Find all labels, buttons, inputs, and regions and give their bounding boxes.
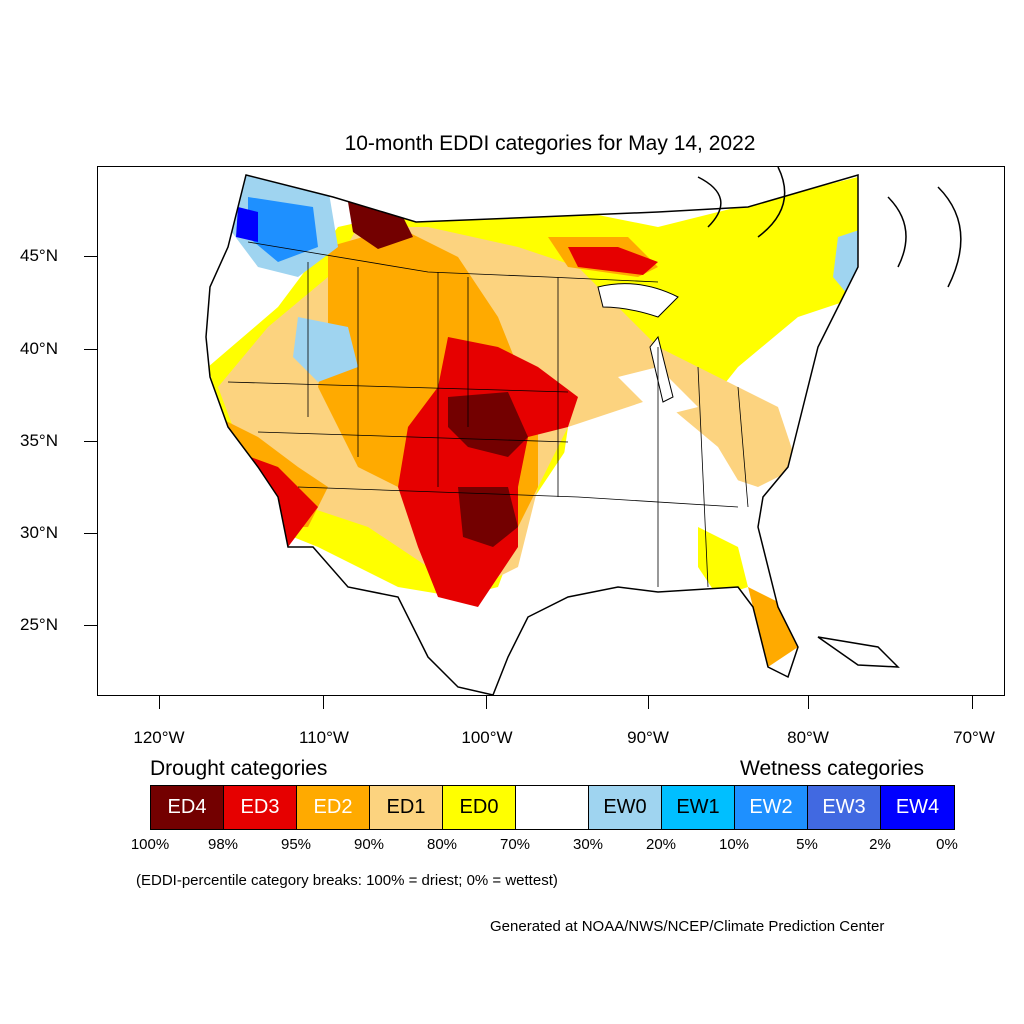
- lon-tick: [323, 696, 324, 709]
- ew0-region-idaho: [293, 317, 358, 382]
- percentile-break: 2%: [869, 836, 891, 853]
- legend-box-ed1: ED1: [370, 786, 443, 829]
- lon-label-90: 90°W: [627, 728, 669, 747]
- legend-box-ed3: ED3: [224, 786, 297, 829]
- lat-tick: [84, 256, 97, 257]
- legend-box-ew0: EW0: [589, 786, 662, 829]
- ed0-region-georgia: [698, 527, 748, 597]
- lake-michigan: [649, 335, 674, 403]
- legend-box-ed0: ED0: [443, 786, 516, 829]
- lat-tick: [84, 441, 97, 442]
- wetness-categories-heading: Wetness categories: [740, 757, 925, 780]
- lat-label-35: 35°N: [20, 431, 58, 450]
- percentile-break: 20%: [645, 836, 677, 853]
- lon-label-120: 120°W: [133, 728, 185, 747]
- percentile-break: 100%: [130, 836, 170, 853]
- ed3-region: [398, 337, 578, 607]
- lon-tick: [972, 696, 973, 709]
- ed3-region-north: [568, 247, 658, 275]
- percentile-break: 95%: [280, 836, 312, 853]
- lon-label-110: 110°W: [299, 728, 349, 747]
- lat-tick: [84, 349, 97, 350]
- legend-box-ew2: EW2: [735, 786, 808, 829]
- percentile-break: 70%: [499, 836, 531, 853]
- lon-label-70: 70°W: [953, 728, 995, 747]
- state-boundaries: [227, 241, 749, 588]
- lat-label-30: 30°N: [20, 523, 58, 542]
- lon-tick: [159, 696, 160, 709]
- caribbean-coastline: [817, 636, 900, 668]
- map-panel: [97, 166, 1005, 696]
- eddi-map: [205, 167, 962, 695]
- percentile-break: 90%: [353, 836, 385, 853]
- legend-box-ed4: ED4: [151, 786, 224, 829]
- credit-line: Generated at NOAA/NWS/NCEP/Climate Predi…: [490, 918, 885, 935]
- lon-tick: [808, 696, 809, 709]
- ew2-region-northwest: [248, 197, 318, 262]
- drought-categories-heading: Drought categories: [150, 757, 328, 780]
- lat-label-45: 45°N: [20, 246, 58, 265]
- category-legend: ED4 ED3 ED2 ED1 ED0 EW0 EW1 EW2 EW3 EW4: [150, 785, 955, 830]
- lon-label-100: 100°W: [461, 728, 513, 747]
- lat-label-25: 25°N: [20, 615, 58, 634]
- legend-box-ed2: ED2: [297, 786, 370, 829]
- legend-box-ew4: EW4: [881, 786, 954, 829]
- great-lakes: [597, 283, 679, 318]
- ed4-region-texas: [458, 487, 518, 547]
- percentile-break: 98%: [207, 836, 239, 853]
- legend-box-ew3: EW3: [808, 786, 881, 829]
- percentile-break: 5%: [796, 836, 818, 853]
- ew0-region-maine: [833, 227, 858, 307]
- map-title: 10-month EDDI categories for May 14, 202…: [344, 132, 756, 155]
- ew4-region-northwest: [236, 207, 258, 242]
- canada-coastline: [697, 167, 962, 288]
- legend-box-ew1: EW1: [662, 786, 735, 829]
- percentile-break: 30%: [572, 836, 604, 853]
- lon-label-80: 80°W: [787, 728, 829, 747]
- lat-tick: [84, 533, 97, 534]
- conus-outline: [205, 174, 859, 695]
- percentile-break: 80%: [426, 836, 458, 853]
- legend-box-none: [516, 786, 589, 829]
- lat-label-40: 40°N: [20, 339, 58, 358]
- lon-tick: [486, 696, 487, 709]
- lon-tick: [648, 696, 649, 709]
- percentile-break: 0%: [936, 836, 958, 853]
- percentile-break: 10%: [718, 836, 750, 853]
- lat-tick: [84, 625, 97, 626]
- category-note: (EDDI-percentile category breaks: 100% =…: [136, 872, 558, 889]
